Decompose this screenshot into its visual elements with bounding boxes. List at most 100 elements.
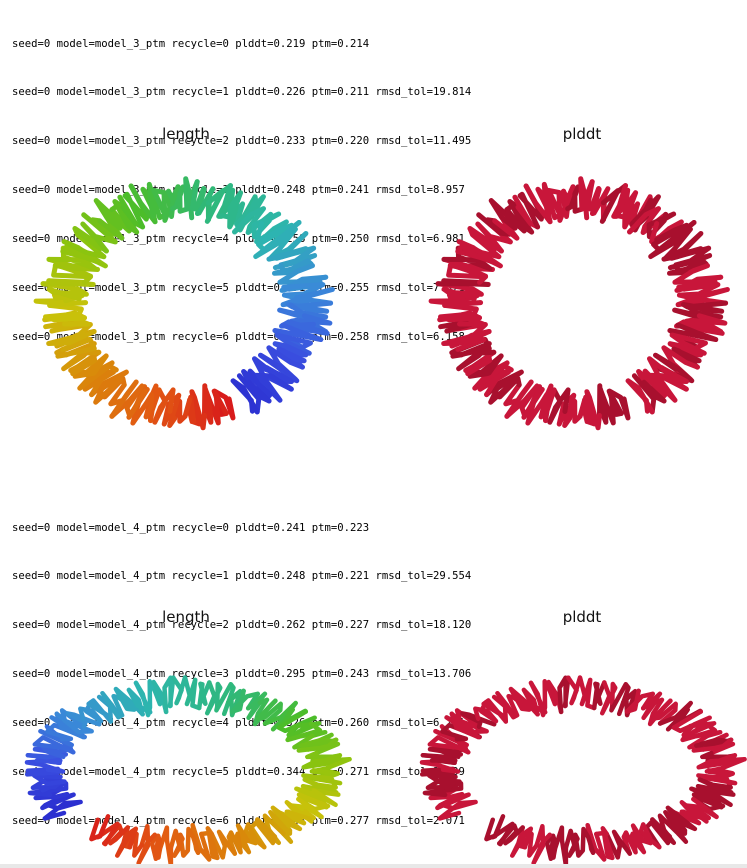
backbone-segment bbox=[436, 744, 469, 760]
backbone-segment bbox=[286, 721, 322, 741]
backbone-segment bbox=[444, 711, 481, 740]
backbone-segment bbox=[109, 199, 140, 235]
backbone-segment bbox=[609, 681, 631, 717]
backbone-segment bbox=[691, 737, 736, 756]
backbone-segment bbox=[133, 679, 158, 718]
backbone-segment bbox=[460, 711, 497, 730]
backbone-segment bbox=[604, 829, 633, 860]
backbone-segment bbox=[40, 791, 76, 811]
backbone-segment bbox=[625, 378, 655, 415]
backbone-segment bbox=[89, 814, 111, 842]
backbone-segment bbox=[42, 799, 83, 821]
backbone-segment bbox=[465, 353, 504, 379]
backbone-segment bbox=[508, 686, 540, 717]
backbone-segment bbox=[472, 360, 514, 391]
backbone-segment bbox=[563, 828, 580, 858]
backbone-segment bbox=[640, 691, 663, 721]
backbone-segment bbox=[284, 800, 317, 824]
backbone-segment bbox=[151, 679, 169, 715]
backbone-segment bbox=[130, 391, 155, 426]
backbone-segment bbox=[599, 183, 628, 224]
cell-divider bbox=[0, 864, 747, 868]
backbone-segment bbox=[268, 809, 294, 844]
backbone-segment bbox=[117, 194, 146, 230]
backbone-segment bbox=[272, 258, 314, 276]
backbone-segment bbox=[276, 346, 307, 370]
backbone-segment bbox=[671, 346, 702, 370]
backbone-segment bbox=[557, 675, 571, 715]
backbone-segment bbox=[681, 721, 717, 741]
backbone-segment bbox=[151, 187, 173, 223]
backbone-segment bbox=[446, 262, 489, 285]
backbone-segment bbox=[72, 226, 109, 254]
backbone-segment bbox=[41, 744, 74, 760]
panel-title-plddt: plddt bbox=[562, 608, 602, 626]
backbone-segment bbox=[199, 826, 220, 861]
backbone-segment bbox=[255, 698, 283, 726]
backbone-segment bbox=[245, 691, 268, 721]
protein-structure-plddt-colored bbox=[419, 675, 747, 868]
panel-title-plddt: plddt bbox=[562, 125, 602, 143]
backbone-segment bbox=[285, 300, 334, 314]
backbone-segment bbox=[65, 711, 102, 730]
backbone-segment bbox=[60, 244, 108, 269]
backbone-segment bbox=[100, 690, 125, 720]
backbone-segment bbox=[68, 349, 102, 377]
backbone-segment bbox=[136, 824, 158, 866]
backbone-segment bbox=[573, 826, 596, 858]
backbone-segment bbox=[504, 199, 535, 235]
backbone-segment bbox=[214, 681, 236, 717]
backbone-segment bbox=[78, 700, 104, 724]
backbone-segment bbox=[108, 379, 139, 419]
backbone-segment bbox=[607, 388, 631, 421]
cell-output-log: seed=0 model=model_3_ptm recycle=0 plddt… bbox=[12, 3, 471, 362]
backbone-segment bbox=[270, 805, 303, 833]
backbone-segment bbox=[171, 675, 192, 706]
backbone-segment bbox=[599, 680, 618, 716]
backbone-segment bbox=[504, 383, 543, 419]
backbone-segment bbox=[113, 686, 145, 717]
backbone-segment bbox=[149, 832, 162, 862]
backbone-segment bbox=[276, 809, 313, 826]
backbone-segment bbox=[510, 825, 534, 858]
backbone-segment bbox=[484, 814, 506, 842]
backbone-segment bbox=[696, 773, 738, 790]
backbone-segment bbox=[435, 791, 471, 811]
backbone-segment bbox=[463, 349, 497, 377]
backbone-segment bbox=[484, 369, 524, 405]
backbone-segment bbox=[438, 302, 482, 323]
backbone-segment bbox=[202, 386, 229, 426]
backbone-segment bbox=[544, 832, 557, 862]
backbone-segment bbox=[614, 190, 639, 230]
backbone-segment bbox=[81, 212, 117, 237]
backbone-segment bbox=[254, 219, 289, 245]
backbone-segment bbox=[40, 281, 89, 302]
backbone-segment bbox=[528, 679, 553, 718]
backbone-segment bbox=[152, 387, 176, 425]
backbone-segment bbox=[696, 753, 747, 770]
backbone-segment bbox=[679, 800, 712, 824]
backbone-segment bbox=[243, 822, 267, 850]
backbone-segment bbox=[512, 194, 541, 230]
backbone-segment bbox=[70, 353, 109, 379]
backbone-segment bbox=[209, 829, 238, 860]
backbone-segment bbox=[597, 383, 609, 425]
backbone-segment bbox=[272, 245, 318, 271]
backbone-segment bbox=[650, 698, 678, 726]
backbone-segment bbox=[285, 721, 328, 743]
backbone-segment bbox=[178, 826, 201, 858]
backbone-segment bbox=[146, 181, 168, 221]
backbone-segment bbox=[427, 769, 462, 787]
backbone-segment bbox=[546, 679, 564, 715]
backbone-segment bbox=[676, 282, 721, 301]
backbone-segment bbox=[449, 336, 492, 359]
backbone-segment bbox=[441, 256, 495, 272]
backbone-segment bbox=[667, 258, 709, 276]
backbone-segment bbox=[77, 360, 119, 391]
backbone-segment bbox=[428, 298, 484, 308]
backbone-segment bbox=[531, 824, 553, 866]
backbone-segment bbox=[43, 302, 87, 323]
backbone-segment bbox=[168, 828, 185, 858]
backbone-segment bbox=[46, 256, 100, 272]
backbone-segment bbox=[281, 282, 326, 301]
